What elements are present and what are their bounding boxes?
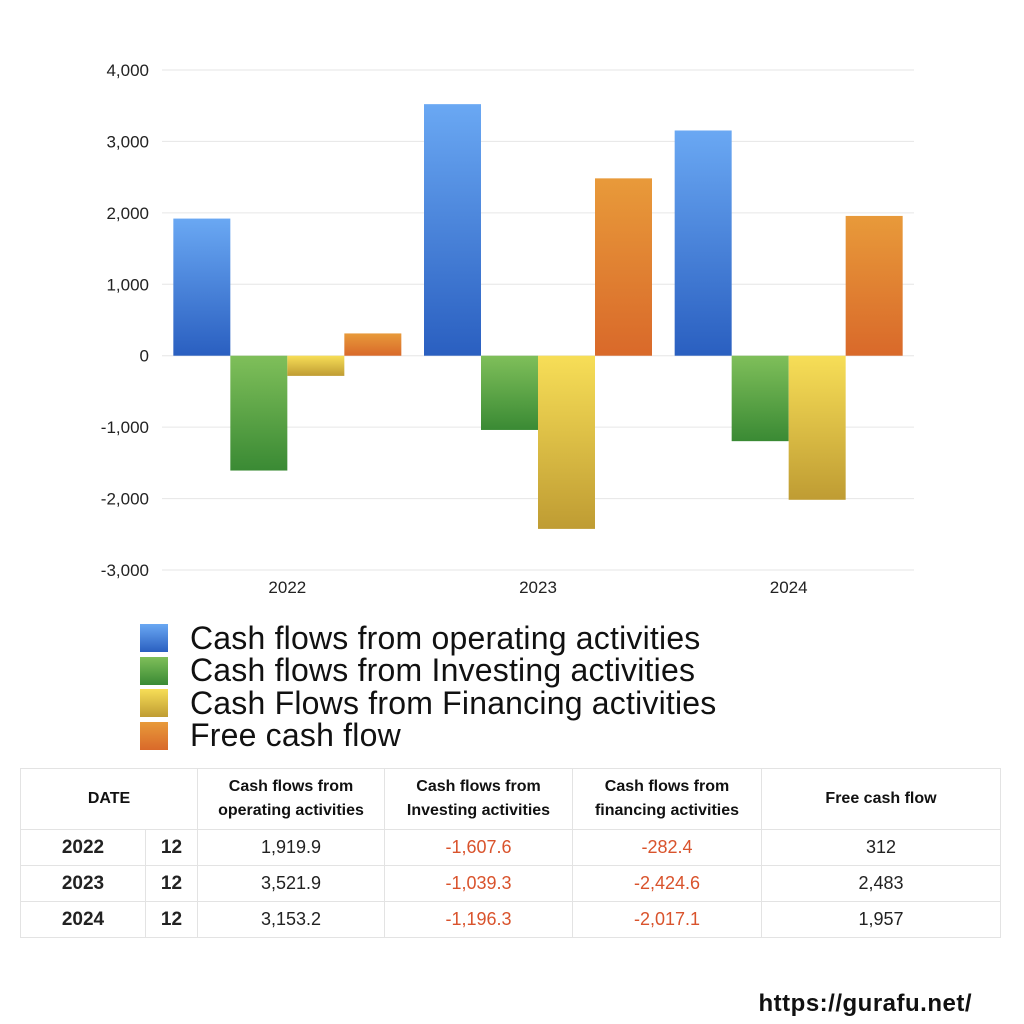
x-tick-label: 2023 [519,578,557,597]
bar-2022-series-4 [344,333,402,356]
bar-2024-series-1 [674,130,732,356]
cell-investing: -1,607.6 [384,829,573,866]
legend-item-financing: Cash Flows from Financing activities [140,684,717,721]
header-free-cash-flow: Free cash flow [761,768,1001,830]
table-row: 2022 12 1,919.9 -1,607.6 -282.4 312 [20,829,1001,866]
cash-flow-table: DATE Cash flows from operating activities… [20,768,1001,938]
bar-2022-series-2 [230,355,288,471]
legend-swatch-investing [140,656,168,685]
bar-2024-series-4 [845,215,903,356]
y-tick-label: 1,000 [106,275,149,294]
cell-operating: 3,153.2 [197,901,385,938]
y-tick-label: -1,000 [101,418,149,437]
bar-2023-series-1 [424,104,481,356]
cell-free-cash-flow: 312 [761,829,1001,866]
table-row: 2024 12 3,153.2 -1,196.3 -2,017.1 1,957 [20,901,1001,938]
legend-label-free-cash-flow: Free cash flow [190,717,401,754]
header-financing: Cash flows from financing activities [572,768,762,830]
legend-item-investing: Cash flows from Investing activities [140,652,716,689]
y-tick-label: -2,000 [101,490,149,509]
source-url[interactable]: https://gurafu.net/ [758,990,972,1017]
y-tick-label: 4,000 [106,61,149,80]
legend-item-free-cash-flow: Free cash flow [140,717,716,754]
bar-2024-series-3 [788,355,846,500]
legend-swatch-financing [140,689,168,718]
header-date: DATE [20,768,198,830]
legend-label-financing: Cash Flows from Financing activities [190,684,717,721]
cell-financing: -2,424.6 [572,865,762,902]
cell-month: 12 [145,829,198,866]
legend-label-operating: Cash flows from operating activities [190,619,701,656]
bar-2022-series-3 [287,355,345,376]
header-operating: Cash flows from operating activities [197,768,385,830]
cell-operating: 1,919.9 [197,829,385,866]
bar-2023-series-3 [538,355,595,529]
bar-2022-series-1 [173,218,231,356]
x-tick-label: 2024 [770,578,808,597]
cell-investing: -1,196.3 [384,901,573,938]
table-header-row: DATE Cash flows from operating activities… [20,768,1001,830]
cell-year: 2022 [20,829,146,866]
y-tick-label: 2,000 [106,204,149,223]
y-tick-label: 3,000 [106,132,149,151]
y-axis-ticks: 4,000 3,000 2,000 1,000 0 -1,000 -2,000 -3,000 [101,61,149,580]
y-tick-label: -3,000 [101,561,149,580]
legend-label-investing: Cash flows from Investing activities [190,652,696,689]
cell-year: 2024 [20,901,146,938]
cell-free-cash-flow: 2,483 [761,865,1001,902]
bars [173,104,903,529]
cell-free-cash-flow: 1,957 [761,901,1001,938]
chart-legend: Cash flows from operating activities Cas… [140,619,717,754]
bar-2023-series-2 [481,355,538,430]
y-tick-label: 0 [140,347,149,366]
cell-month: 12 [145,865,198,902]
bar-2023-series-4 [595,178,652,356]
legend-swatch-free-cash-flow [140,721,168,750]
table-row: 2023 12 3,521.9 -1,039.3 -2,424.6 2,483 [20,865,1001,902]
header-investing: Cash flows from Investing activities [384,768,573,830]
cell-investing: -1,039.3 [384,865,573,902]
cell-financing: -2,017.1 [572,901,762,938]
cell-operating: 3,521.9 [197,865,385,902]
cell-year: 2023 [20,865,146,902]
x-axis-ticks: 2022 2023 2024 [268,578,807,597]
cell-financing: -282.4 [572,829,762,866]
bar-chart: 4,0003,0002,0001,0000-1,000-2,000-3,000 … [101,61,914,597]
bar-2024-series-2 [731,355,789,442]
legend-item-operating: Cash flows from operating activities [140,619,716,656]
x-tick-label: 2022 [268,578,306,597]
cell-month: 12 [145,901,198,938]
legend-swatch-operating [140,624,168,653]
